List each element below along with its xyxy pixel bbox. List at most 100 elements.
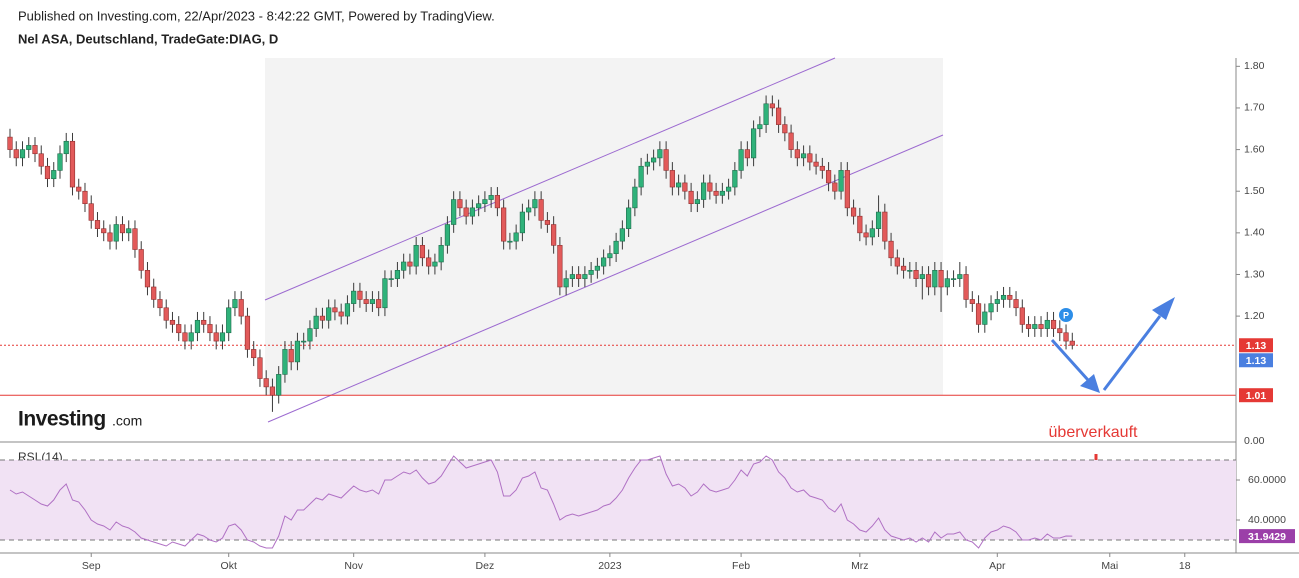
candle-body (782, 124, 788, 134)
candle-body (719, 190, 725, 196)
candle-body (44, 165, 51, 180)
candle-body (132, 228, 138, 250)
candle-body (457, 199, 463, 209)
x-tick-label: Okt (221, 560, 237, 572)
candle-body (26, 145, 32, 150)
candle-body (13, 149, 19, 159)
candle-body (800, 153, 807, 159)
candle-body (732, 170, 738, 188)
candle-body (526, 207, 532, 213)
y-tick-label: 1.70 (1244, 102, 1265, 114)
candle-body (894, 257, 900, 267)
back-layer (264, 57, 944, 423)
candle-body (282, 349, 288, 375)
candle-body (57, 153, 63, 171)
candle-body (326, 307, 332, 321)
candle-body (769, 103, 775, 109)
candle-body (76, 186, 82, 192)
candle-body (363, 299, 369, 304)
y-tick-label: 60.0000 (1248, 474, 1286, 486)
candle-body (638, 165, 644, 188)
candle-body (1000, 294, 1007, 300)
candle-body (669, 170, 675, 188)
candle-body (88, 203, 94, 221)
candle-body (157, 299, 163, 309)
candle-body (201, 319, 207, 325)
y-tick-label: 1.60 (1244, 143, 1265, 155)
candle-body (1063, 332, 1069, 342)
candle-body (82, 190, 88, 205)
candle-body (494, 195, 500, 209)
candle-body (169, 319, 176, 325)
candle-body (701, 182, 707, 200)
candle-body (938, 270, 944, 288)
candle-body (307, 328, 313, 342)
candle-body (707, 182, 713, 192)
candle-body (238, 299, 244, 317)
candle-body (676, 182, 682, 188)
x-tick-label: 18 (1179, 560, 1191, 572)
candle-body (857, 215, 863, 234)
candle-body (863, 232, 869, 238)
pane-scale-label: 0.00 (1244, 435, 1265, 447)
candle-body (351, 290, 357, 304)
y-tick-label: 1.30 (1244, 268, 1265, 280)
price-badge (1239, 388, 1273, 403)
candle-body (269, 386, 276, 396)
candle-body (263, 378, 269, 388)
candle-body (394, 270, 401, 279)
published-note: Published on Investing.com, 22/Apr/2023 … (18, 8, 495, 23)
candle-body (113, 224, 119, 242)
candle-body (869, 228, 875, 238)
candle-body (882, 211, 888, 242)
candle-body (519, 211, 525, 234)
rsi-badge (1239, 529, 1295, 544)
candle-body (301, 340, 307, 343)
candle-body (38, 153, 44, 167)
arrow-up-head (1152, 297, 1175, 320)
candle-body (688, 190, 694, 205)
candle-body (1038, 324, 1044, 329)
candle-body (738, 149, 744, 171)
candle-body (619, 228, 625, 242)
y-tick-label: 40.0000 (1248, 514, 1286, 526)
candle-body (888, 240, 894, 259)
candle-body (207, 324, 213, 334)
candle-body (288, 349, 294, 363)
candle-body (588, 270, 594, 275)
candle-body (213, 332, 219, 342)
candle-body (601, 257, 607, 267)
candle-body (932, 270, 938, 288)
candle-body (138, 249, 144, 271)
candle-body (626, 207, 632, 229)
candle-body (557, 245, 563, 288)
candle-body (482, 199, 488, 205)
marker-label: P (1063, 310, 1069, 320)
candle-body (319, 315, 326, 321)
candle-body (1057, 328, 1063, 334)
candle-body (582, 274, 588, 279)
candle-body (144, 270, 151, 288)
candle-body (369, 299, 376, 304)
candle-body (844, 170, 850, 209)
x-tick-label: Mai (1101, 560, 1118, 572)
x-tick-label: Nov (344, 560, 363, 572)
candle-body (69, 140, 76, 188)
candle-body (407, 261, 413, 267)
candle-body (1013, 299, 1019, 309)
channel-upper (264, 57, 836, 301)
candle-body (663, 149, 669, 171)
candle-body (907, 270, 913, 272)
candle-body (807, 153, 813, 163)
candle-body (988, 303, 994, 313)
candle-body (594, 265, 600, 271)
candle-body (569, 274, 575, 279)
candle-body (825, 170, 832, 184)
candle-body (276, 374, 282, 396)
candle-body (838, 170, 844, 192)
candle-body (188, 332, 194, 342)
arrow-up-shaft (1102, 315, 1162, 391)
candle-body (957, 274, 963, 279)
candle-body (794, 149, 800, 159)
annotation: überverkauft (1049, 424, 1138, 441)
